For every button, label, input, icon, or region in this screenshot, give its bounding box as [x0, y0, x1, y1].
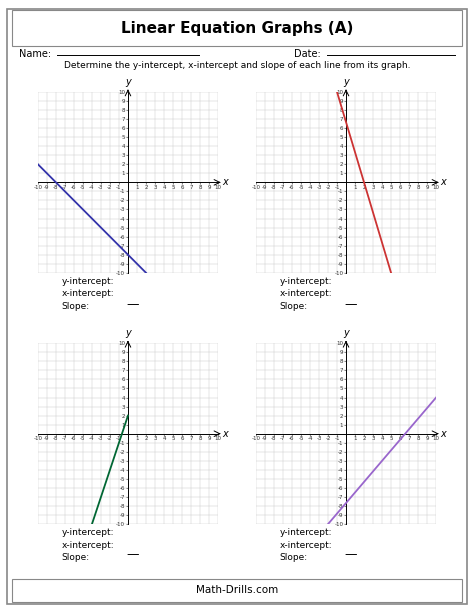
- Text: y-intercept:: y-intercept:: [280, 277, 332, 286]
- Text: —: —: [127, 298, 139, 311]
- Text: —: —: [345, 298, 357, 311]
- Text: Date:: Date:: [294, 49, 320, 59]
- Text: x-intercept:: x-intercept:: [62, 541, 114, 550]
- Text: —: —: [345, 548, 357, 562]
- Text: Slope:: Slope:: [62, 302, 90, 311]
- Text: Slope:: Slope:: [280, 553, 308, 562]
- Text: Slope:: Slope:: [62, 553, 90, 562]
- Text: y: y: [125, 77, 131, 86]
- Text: y: y: [343, 328, 349, 338]
- Text: y-intercept:: y-intercept:: [62, 277, 114, 286]
- Text: x: x: [223, 428, 228, 439]
- Text: Slope:: Slope:: [280, 302, 308, 311]
- Text: Name:: Name:: [19, 49, 51, 59]
- Text: x: x: [223, 177, 228, 188]
- Text: x: x: [441, 428, 447, 439]
- Text: y: y: [125, 328, 131, 338]
- Text: y: y: [343, 77, 349, 86]
- Text: y-intercept:: y-intercept:: [280, 528, 332, 538]
- Text: y-intercept:: y-intercept:: [62, 528, 114, 538]
- Text: Math-Drills.com: Math-Drills.com: [196, 585, 278, 595]
- Text: x-intercept:: x-intercept:: [280, 289, 332, 299]
- Text: —: —: [127, 548, 139, 562]
- Text: x: x: [441, 177, 447, 188]
- Text: x-intercept:: x-intercept:: [280, 541, 332, 550]
- Text: x-intercept:: x-intercept:: [62, 289, 114, 299]
- Text: Determine the y-intercept, x-intercept and slope of each line from its graph.: Determine the y-intercept, x-intercept a…: [64, 61, 410, 70]
- Text: Linear Equation Graphs (A): Linear Equation Graphs (A): [121, 21, 353, 36]
